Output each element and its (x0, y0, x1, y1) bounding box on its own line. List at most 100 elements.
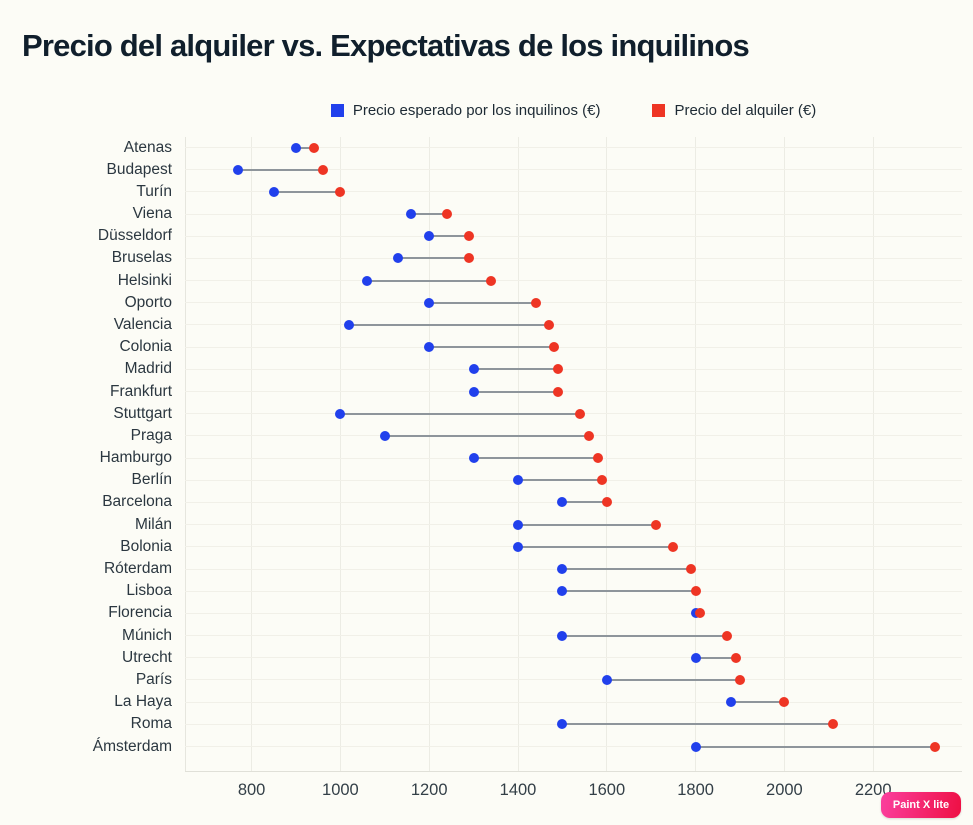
city-label: Colonia (119, 338, 172, 356)
x-gridline (783, 137, 785, 771)
expected-price-dot (557, 497, 568, 508)
dumbbell-connector (429, 301, 536, 304)
city-label: París (135, 670, 172, 688)
expected-price-dot (690, 741, 701, 752)
rent-price-dot (690, 586, 701, 597)
city-label: Oporto (124, 293, 172, 311)
row-gridline (185, 368, 962, 370)
city-label: Düsseldorf (97, 227, 172, 245)
expected-price-dot (690, 652, 701, 663)
rent-price-dot (695, 608, 706, 619)
x-tick-label: 2000 (766, 781, 803, 799)
city-label: Milán (134, 515, 172, 533)
dumbbell-connector (238, 168, 323, 171)
expected-price-dot (557, 564, 568, 575)
city-label: Barcelona (102, 493, 172, 511)
dumbbell-connector (296, 146, 314, 149)
rent-price-dot (486, 275, 497, 286)
row-gridline (185, 280, 962, 282)
dumbbell-connector (695, 656, 736, 659)
row-gridline (185, 302, 962, 304)
rent-price-dot (735, 674, 745, 685)
dumbbell-connector (562, 590, 696, 593)
expected-price-dot (424, 297, 435, 308)
expected-price-dot (557, 586, 568, 597)
dumbbell-connector (384, 434, 590, 437)
legend-item-expected: Precio esperado por los inquilinos (€) (330, 102, 600, 119)
row-gridline (185, 746, 962, 747)
city-label: Turín (136, 182, 172, 200)
city-label: La Haya (114, 693, 172, 711)
city-label: Valencia (113, 315, 172, 333)
chart-title: Precio del alquiler vs. Expectativas de … (22, 28, 750, 63)
city-label: Atenas (123, 138, 172, 156)
dumbbell-connector (473, 368, 558, 371)
rent-price-dot (592, 453, 603, 464)
expected-price-dot (513, 541, 523, 552)
row-gridline (185, 213, 962, 215)
legend-item-rent: Precio del alquiler (€) (652, 102, 816, 119)
city-label: Bolonia (120, 537, 172, 555)
expected-price-dot (468, 364, 479, 375)
rent-price-dot (730, 652, 741, 663)
row-gridline (185, 612, 962, 614)
dumbbell-connector (562, 723, 834, 726)
rent-price-dot (575, 408, 586, 419)
x-tick-label: 800 (237, 781, 266, 799)
x-gridline (339, 137, 341, 771)
x-gridline (517, 137, 519, 771)
rent-price-dot (779, 697, 790, 708)
city-label: Florencia (108, 604, 172, 622)
rent-price-dot (308, 142, 319, 153)
expected-price-dot (468, 386, 479, 397)
legend-label-rent: Precio del alquiler (€) (674, 101, 817, 119)
dumbbell-connector (473, 390, 558, 393)
x-gridline (606, 137, 608, 771)
rent-price-dot (601, 497, 612, 508)
rent-price-dot (650, 519, 661, 530)
dumbbell-connector (429, 346, 554, 349)
city-label: Viena (132, 205, 172, 223)
dumbbell-connector (518, 479, 603, 482)
city-label: Praga (130, 426, 172, 444)
rent-price-dot (668, 541, 679, 552)
row-gridline (185, 391, 962, 393)
dumbbell-connector (473, 457, 598, 460)
expected-price-dot (406, 209, 417, 220)
rent-price-dot (317, 164, 328, 175)
city-label: Stuttgart (113, 404, 172, 422)
x-gridline (428, 137, 430, 771)
dumbbell-connector (340, 412, 581, 415)
expected-price-dot (424, 342, 435, 353)
row-gridline (185, 657, 962, 659)
rent-price-dot (552, 364, 563, 375)
dumbbell-connector (349, 323, 550, 326)
row-gridline (185, 169, 962, 171)
rent-price-dot (552, 386, 563, 397)
rent-price-dot (530, 297, 541, 308)
legend-swatch-expected-icon (330, 103, 344, 117)
dumbbell-connector (518, 523, 656, 526)
expected-price-dot (726, 697, 737, 708)
dumbbell-connector (695, 745, 936, 748)
expected-price-dot (468, 453, 479, 464)
expected-price-dot (393, 253, 404, 264)
city-label: Ámsterdam (92, 737, 172, 755)
paintx-lite-watermark: Paint X lite (881, 792, 961, 818)
rent-price-dot (721, 630, 732, 641)
rent-price-dot (335, 186, 346, 197)
dumbbell-connector (606, 678, 740, 681)
expected-price-dot (268, 186, 279, 197)
expected-price-dot (344, 319, 355, 330)
city-label: Roma (130, 715, 172, 733)
legend: Precio esperado por los inquilinos (€) P… (185, 97, 962, 123)
expected-price-dot (601, 674, 612, 685)
expected-price-dot (424, 231, 435, 242)
rent-price-dot (686, 564, 697, 575)
x-gridline (872, 137, 874, 771)
dumbbell-connector (518, 545, 674, 548)
row-gridline (185, 191, 962, 193)
dumbbell-connector (367, 279, 492, 282)
rent-price-dot (930, 741, 941, 752)
rent-price-dot (828, 719, 839, 730)
